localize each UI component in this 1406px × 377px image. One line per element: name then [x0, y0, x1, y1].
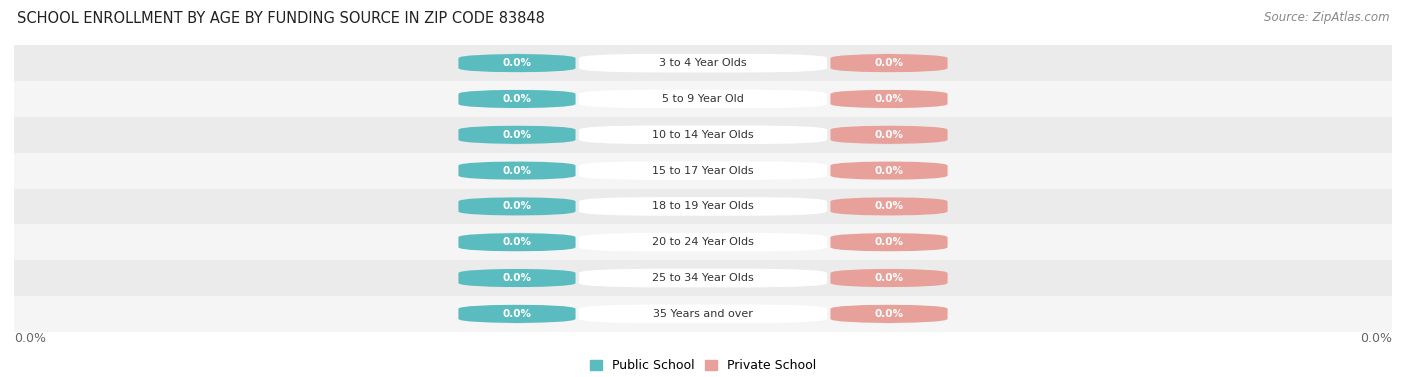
FancyBboxPatch shape	[579, 54, 827, 72]
Bar	[14, 224, 1392, 260]
Text: 0.0%: 0.0%	[502, 130, 531, 140]
Text: 35 Years and over: 35 Years and over	[652, 309, 754, 319]
Text: 0.0%: 0.0%	[875, 94, 904, 104]
FancyBboxPatch shape	[831, 305, 948, 323]
Text: 5 to 9 Year Old: 5 to 9 Year Old	[662, 94, 744, 104]
FancyBboxPatch shape	[831, 233, 948, 251]
FancyBboxPatch shape	[831, 197, 948, 216]
FancyBboxPatch shape	[579, 197, 827, 216]
Text: 0.0%: 0.0%	[502, 237, 531, 247]
FancyBboxPatch shape	[579, 305, 827, 323]
FancyBboxPatch shape	[458, 90, 575, 108]
FancyBboxPatch shape	[831, 269, 948, 287]
Text: 10 to 14 Year Olds: 10 to 14 Year Olds	[652, 130, 754, 140]
Text: 0.0%: 0.0%	[502, 273, 531, 283]
Text: 0.0%: 0.0%	[1360, 332, 1392, 345]
FancyBboxPatch shape	[831, 90, 948, 108]
FancyBboxPatch shape	[458, 161, 575, 180]
Text: SCHOOL ENROLLMENT BY AGE BY FUNDING SOURCE IN ZIP CODE 83848: SCHOOL ENROLLMENT BY AGE BY FUNDING SOUR…	[17, 11, 544, 26]
Text: 0.0%: 0.0%	[502, 58, 531, 68]
Text: 18 to 19 Year Olds: 18 to 19 Year Olds	[652, 201, 754, 211]
FancyBboxPatch shape	[831, 54, 948, 72]
Bar	[14, 81, 1392, 117]
Text: 15 to 17 Year Olds: 15 to 17 Year Olds	[652, 166, 754, 176]
Text: 0.0%: 0.0%	[875, 201, 904, 211]
Text: 3 to 4 Year Olds: 3 to 4 Year Olds	[659, 58, 747, 68]
FancyBboxPatch shape	[458, 54, 575, 72]
FancyBboxPatch shape	[458, 126, 575, 144]
FancyBboxPatch shape	[579, 269, 827, 287]
Text: 0.0%: 0.0%	[14, 332, 46, 345]
FancyBboxPatch shape	[458, 305, 575, 323]
Bar	[14, 260, 1392, 296]
Text: 0.0%: 0.0%	[502, 166, 531, 176]
Bar	[14, 45, 1392, 81]
Bar	[14, 153, 1392, 188]
Text: 0.0%: 0.0%	[875, 58, 904, 68]
Legend: Public School, Private School: Public School, Private School	[585, 354, 821, 377]
Text: 0.0%: 0.0%	[875, 273, 904, 283]
Text: 0.0%: 0.0%	[502, 94, 531, 104]
FancyBboxPatch shape	[458, 269, 575, 287]
FancyBboxPatch shape	[579, 161, 827, 180]
Bar	[14, 117, 1392, 153]
FancyBboxPatch shape	[579, 126, 827, 144]
FancyBboxPatch shape	[831, 126, 948, 144]
Text: 0.0%: 0.0%	[502, 201, 531, 211]
Bar	[14, 188, 1392, 224]
Text: 20 to 24 Year Olds: 20 to 24 Year Olds	[652, 237, 754, 247]
FancyBboxPatch shape	[458, 233, 575, 251]
FancyBboxPatch shape	[579, 233, 827, 251]
Text: Source: ZipAtlas.com: Source: ZipAtlas.com	[1264, 11, 1389, 24]
FancyBboxPatch shape	[579, 90, 827, 108]
FancyBboxPatch shape	[458, 197, 575, 216]
Text: 25 to 34 Year Olds: 25 to 34 Year Olds	[652, 273, 754, 283]
Text: 0.0%: 0.0%	[875, 237, 904, 247]
Text: 0.0%: 0.0%	[875, 309, 904, 319]
FancyBboxPatch shape	[831, 161, 948, 180]
Bar	[14, 296, 1392, 332]
Text: 0.0%: 0.0%	[875, 166, 904, 176]
Text: 0.0%: 0.0%	[502, 309, 531, 319]
Text: 0.0%: 0.0%	[875, 130, 904, 140]
